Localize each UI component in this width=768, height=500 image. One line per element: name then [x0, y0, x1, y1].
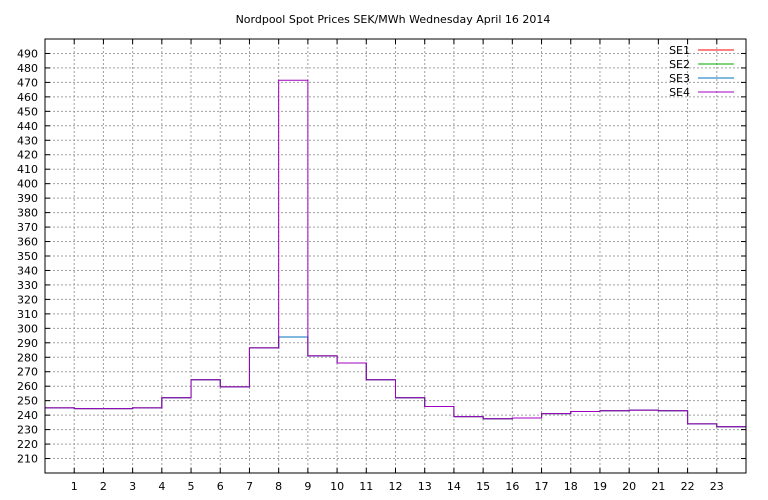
y-tick-label: 240 [17, 409, 38, 422]
x-tick-label: 20 [622, 480, 636, 493]
x-tick-label: 14 [447, 480, 461, 493]
y-tick-label: 460 [17, 91, 38, 104]
x-tick-label: 2 [100, 480, 107, 493]
plot-frame [44, 38, 747, 474]
x-tick-label: 22 [681, 480, 695, 493]
y-tick-label: 280 [17, 351, 38, 364]
y-tick-label: 230 [17, 424, 38, 437]
x-tick-label: 9 [304, 480, 311, 493]
legend-label-se3: SE3 [669, 72, 690, 85]
x-tick-label: 12 [389, 480, 403, 493]
y-tick-label: 260 [17, 380, 38, 393]
grid [45, 39, 746, 473]
series-lines [45, 79, 746, 428]
chart-title: Nordpool Spot Prices SEK/MWh Wednesday A… [236, 13, 551, 26]
y-tick-label: 370 [17, 221, 38, 234]
y-tick-label: 380 [17, 207, 38, 220]
y-tick-label: 360 [17, 236, 38, 249]
y-tick-label: 220 [17, 438, 38, 451]
y-tick-label: 250 [17, 395, 38, 408]
x-axis-ticks: 1 2 3 4 5 6 7 8 9 10 11 12 13 14 15 16 17 18 19 20 21 22 23 [71, 39, 724, 493]
x-tick-label: 6 [217, 480, 224, 493]
legend-label-se4: SE4 [669, 86, 690, 99]
x-tick-label: 5 [188, 480, 195, 493]
x-tick-label: 17 [535, 480, 549, 493]
y-tick-label: 390 [17, 192, 38, 205]
y-tick-label: 440 [17, 120, 38, 133]
y-tick-label: 210 [17, 453, 38, 466]
y-tick-label: 490 [17, 47, 38, 60]
x-tick-label: 4 [158, 480, 165, 493]
y-tick-label: 400 [17, 178, 38, 191]
y-tick-label: 320 [17, 293, 38, 306]
x-tick-label: 15 [476, 480, 490, 493]
x-tick-label: 11 [359, 480, 373, 493]
x-tick-label: 7 [246, 480, 253, 493]
y-tick-label: 270 [17, 366, 38, 379]
y-tick-label: 290 [17, 337, 38, 350]
y-tick-label: 450 [17, 105, 38, 118]
y-tick-label: 480 [17, 62, 38, 75]
y-tick-label: 430 [17, 134, 38, 147]
y-tick-label: 330 [17, 279, 38, 292]
y-tick-label: 470 [17, 76, 38, 89]
x-tick-label: 10 [330, 480, 344, 493]
x-tick-label: 18 [564, 480, 578, 493]
legend-label-se1: SE1 [669, 44, 690, 57]
y-tick-label: 340 [17, 264, 38, 277]
y-tick-label: 420 [17, 149, 38, 162]
x-tick-label: 19 [593, 480, 607, 493]
x-tick-label: 21 [651, 480, 665, 493]
x-tick-label: 23 [710, 480, 724, 493]
y-tick-label: 300 [17, 322, 38, 335]
x-tick-label: 1 [71, 480, 78, 493]
x-tick-label: 3 [129, 480, 136, 493]
y-tick-label: 310 [17, 308, 38, 321]
x-tick-label: 8 [275, 480, 282, 493]
x-tick-label: 16 [505, 480, 519, 493]
series-line-se4 [45, 79, 746, 428]
x-tick-label: 13 [418, 480, 432, 493]
legend-label-se2: SE2 [669, 58, 690, 71]
y-tick-label: 350 [17, 250, 38, 263]
y-tick-label: 410 [17, 163, 38, 176]
